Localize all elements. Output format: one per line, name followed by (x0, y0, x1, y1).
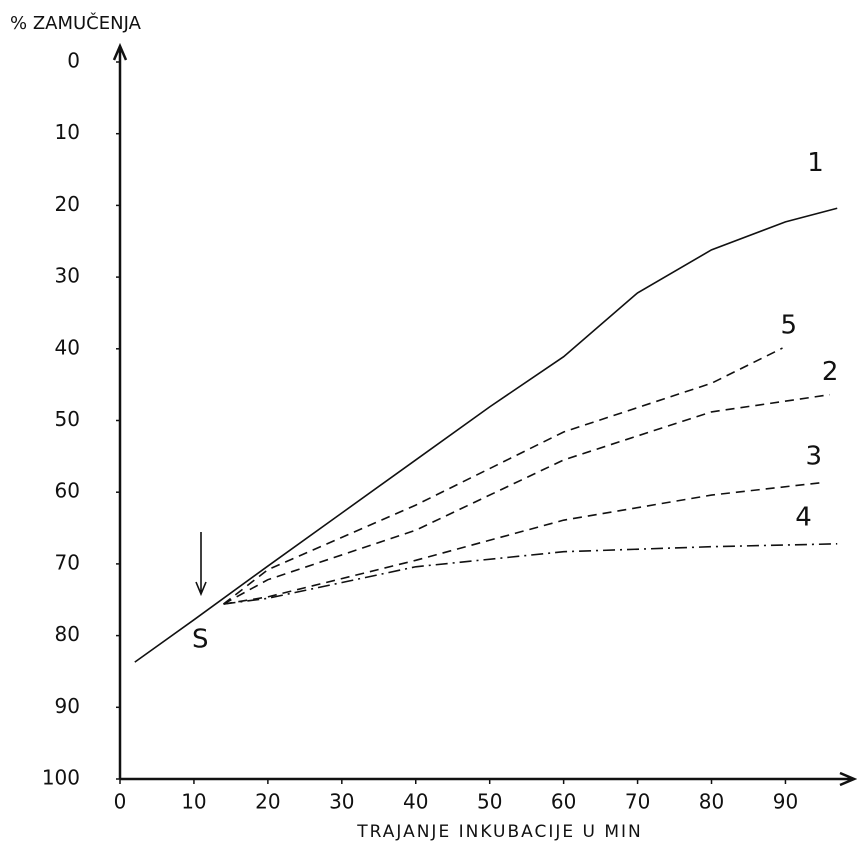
series-label: 1 (807, 148, 824, 178)
x-tick-label: 70 (625, 790, 650, 814)
y-tick-label: 40 (55, 335, 80, 359)
series-label: 4 (795, 502, 812, 532)
y-tick-label: 70 (55, 550, 80, 574)
line-series (134, 207, 838, 663)
line-series (223, 347, 783, 605)
x-tick-label: 0 (114, 790, 127, 814)
x-tick-label: 50 (477, 790, 502, 814)
series-label: 3 (805, 441, 822, 471)
y-tick-label: 20 (55, 192, 80, 216)
annotation: S (192, 625, 209, 655)
x-tick-label: 60 (551, 790, 576, 814)
y-tick-label: 90 (55, 694, 80, 718)
y-tick-label: 100 (42, 766, 80, 790)
x-tick-label: 10 (181, 790, 206, 814)
y-tick-label: 60 (55, 479, 80, 503)
start-arrow (195, 532, 207, 597)
y-axis (112, 42, 128, 779)
x-tick-label: 20 (255, 790, 280, 814)
x-axis (120, 771, 857, 787)
series-label: 2 (822, 357, 839, 387)
x-axis-title: TRAJANJE INKUBACIJE U MIN (356, 822, 643, 842)
x-tick-label: 80 (699, 790, 724, 814)
line-series (223, 543, 838, 605)
y-tick-label: 80 (55, 622, 80, 646)
y-axis-title: % ZAMUČENJA (10, 12, 142, 34)
x-tick-label: 40 (403, 790, 428, 814)
y-tick-label: 30 (55, 264, 80, 288)
x-tick-label: 90 (773, 790, 798, 814)
x-tick-label: 30 (329, 790, 354, 814)
y-tick-label: 0 (67, 49, 80, 73)
y-tick-label: 50 (55, 407, 80, 431)
series-label: 5 (780, 311, 797, 341)
line-series (223, 482, 820, 605)
line-series (223, 393, 830, 605)
y-tick-label: 10 (55, 120, 80, 144)
